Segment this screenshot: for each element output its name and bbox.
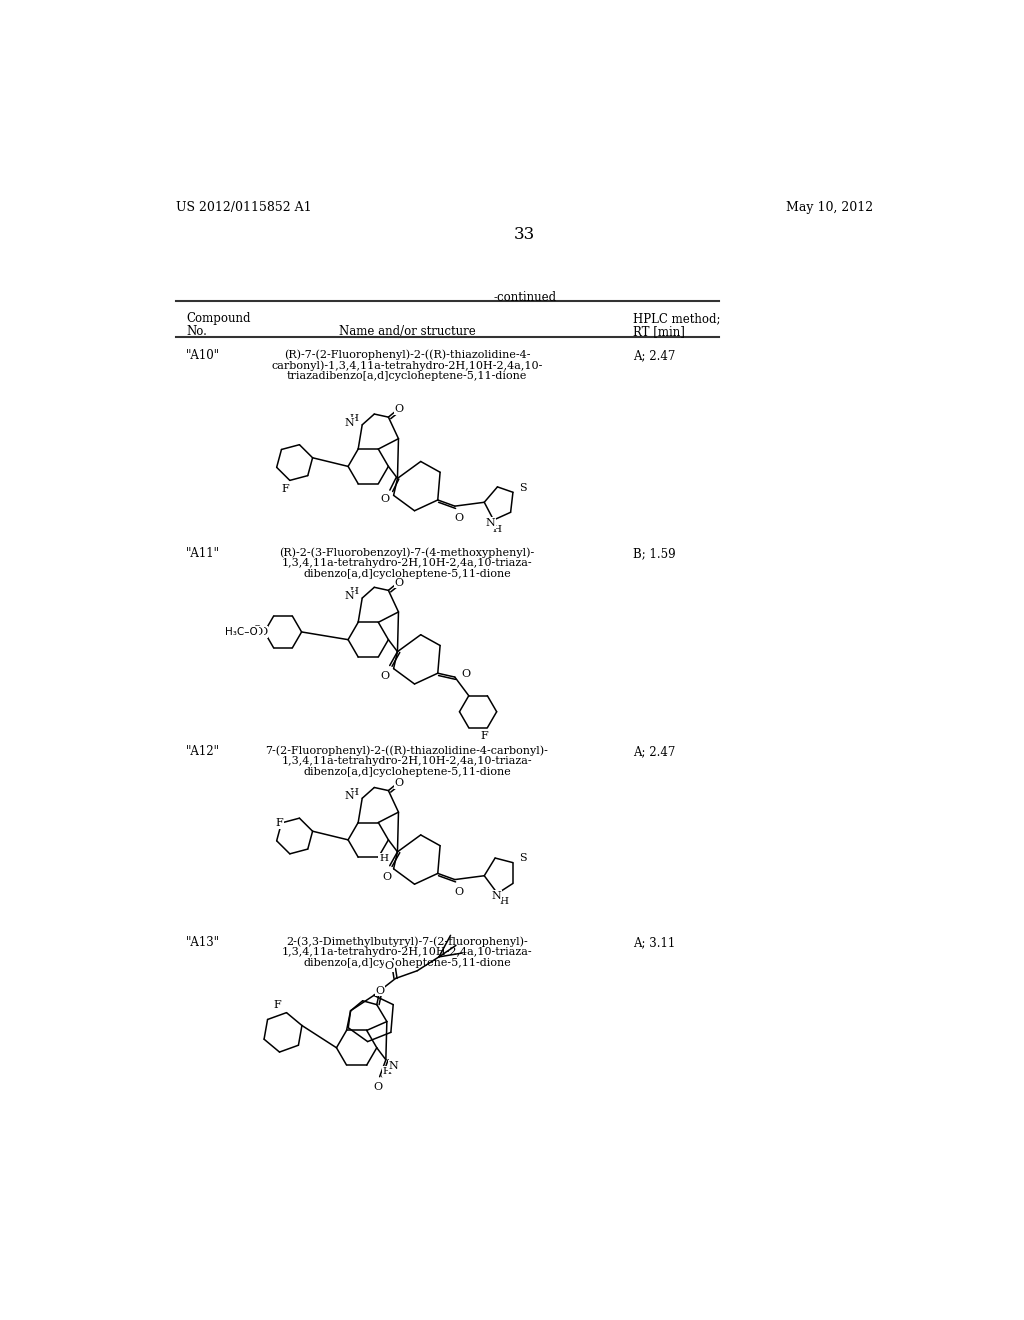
Text: A; 3.11: A; 3.11 [633, 936, 676, 949]
Text: H: H [350, 788, 359, 796]
Text: O: O [382, 871, 391, 882]
Text: H: H [383, 1067, 392, 1076]
Text: F: F [273, 999, 281, 1010]
Text: 1,3,4,11a-tetrahydro-2H,10H-2,4a,10-triaza-: 1,3,4,11a-tetrahydro-2H,10H-2,4a,10-tria… [282, 756, 532, 766]
Text: N: N [492, 891, 502, 900]
Text: A; 2.47: A; 2.47 [633, 744, 676, 758]
Text: No.: No. [186, 325, 207, 338]
Text: (R)-7-(2-Fluorophenyl)-2-((R)-thiazolidine-4-: (R)-7-(2-Fluorophenyl)-2-((R)-thiazolidi… [284, 350, 530, 360]
Text: H: H [499, 896, 508, 906]
Text: F: F [282, 483, 289, 494]
Text: H: H [350, 587, 359, 597]
Text: H: H [493, 525, 502, 533]
Text: (R)-2-(3-Fluorobenzoyl)-7-(4-methoxyphenyl)-: (R)-2-(3-Fluorobenzoyl)-7-(4-methoxyphen… [280, 548, 535, 558]
Text: Name and/or structure: Name and/or structure [339, 325, 475, 338]
Text: RT [min]: RT [min] [633, 325, 685, 338]
Text: "A11": "A11" [186, 548, 220, 560]
Text: N: N [345, 791, 354, 801]
Text: S: S [519, 853, 526, 863]
Text: H₃C–O: H₃C–O [225, 627, 258, 638]
Text: "A13": "A13" [186, 936, 220, 949]
Text: O: O [394, 777, 403, 788]
Text: O: O [394, 578, 403, 587]
Text: O: O [374, 1082, 383, 1093]
Text: O: O [394, 404, 403, 414]
Text: dibenzo[a,d]cycloheptene-5,11-dione: dibenzo[a,d]cycloheptene-5,11-dione [303, 767, 511, 776]
Text: N: N [345, 417, 354, 428]
Text: -continued: -continued [494, 290, 556, 304]
Text: N: N [389, 1061, 398, 1071]
Text: A; 2.47: A; 2.47 [633, 350, 676, 363]
Text: H: H [379, 854, 388, 862]
Text: Compound: Compound [186, 313, 251, 326]
Text: S: S [519, 483, 526, 494]
Text: dibenzo[a,d]cycloheptene-5,11-dione: dibenzo[a,d]cycloheptene-5,11-dione [303, 569, 511, 578]
Text: O: O [381, 494, 389, 503]
Text: B; 1.59: B; 1.59 [633, 548, 676, 560]
Text: N: N [485, 517, 496, 528]
Text: F: F [480, 731, 488, 742]
Text: US 2012/0115852 A1: US 2012/0115852 A1 [176, 201, 311, 214]
Text: O: O [385, 961, 394, 972]
Text: O: O [254, 627, 263, 638]
Text: O: O [454, 513, 463, 524]
Text: triazadibenzo[a,d]cycloheptene-5,11-dione: triazadibenzo[a,d]cycloheptene-5,11-dion… [287, 371, 527, 381]
Text: O: O [252, 626, 261, 635]
Text: H: H [350, 414, 359, 424]
Text: N: N [345, 591, 354, 601]
Text: O: O [376, 986, 384, 995]
Text: 7-(2-Fluorophenyl)-2-((R)-thiazolidine-4-carbonyl)-: 7-(2-Fluorophenyl)-2-((R)-thiazolidine-4… [265, 744, 549, 756]
Text: dibenzo[a,d]cycloheptene-5,11-dione: dibenzo[a,d]cycloheptene-5,11-dione [303, 958, 511, 968]
Text: "A10": "A10" [186, 350, 220, 363]
Text: 2-(3,3-Dimethylbutyryl)-7-(2-fluorophenyl)-: 2-(3,3-Dimethylbutyryl)-7-(2-fluoropheny… [286, 936, 528, 946]
Text: carbonyl)-1,3,4,11a-tetrahydro-2H,10H-2,4a,10-: carbonyl)-1,3,4,11a-tetrahydro-2H,10H-2,… [271, 360, 543, 371]
Text: F: F [275, 818, 284, 828]
Text: HPLC method;: HPLC method; [633, 313, 721, 326]
Text: O: O [461, 669, 470, 678]
Text: 1,3,4,11a-tetrahydro-2H,10H-2,4a,10-triaza-: 1,3,4,11a-tetrahydro-2H,10H-2,4a,10-tria… [282, 946, 532, 957]
Text: 1,3,4,11a-tetrahydro-2H,10H-2,4a,10-triaza-: 1,3,4,11a-tetrahydro-2H,10H-2,4a,10-tria… [282, 558, 532, 568]
Text: O: O [245, 627, 254, 638]
Text: 33: 33 [514, 226, 536, 243]
Text: May 10, 2012: May 10, 2012 [786, 201, 873, 214]
Text: O: O [258, 627, 267, 638]
Text: O: O [381, 672, 389, 681]
Text: O: O [454, 887, 463, 896]
Text: "A12": "A12" [186, 744, 220, 758]
